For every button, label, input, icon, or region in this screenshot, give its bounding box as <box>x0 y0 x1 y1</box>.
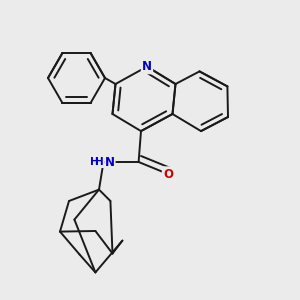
Text: O: O <box>163 167 173 181</box>
Text: H: H <box>90 157 99 167</box>
Text: N: N <box>105 155 115 169</box>
Text: H: H <box>95 157 103 167</box>
Text: N: N <box>142 60 152 73</box>
